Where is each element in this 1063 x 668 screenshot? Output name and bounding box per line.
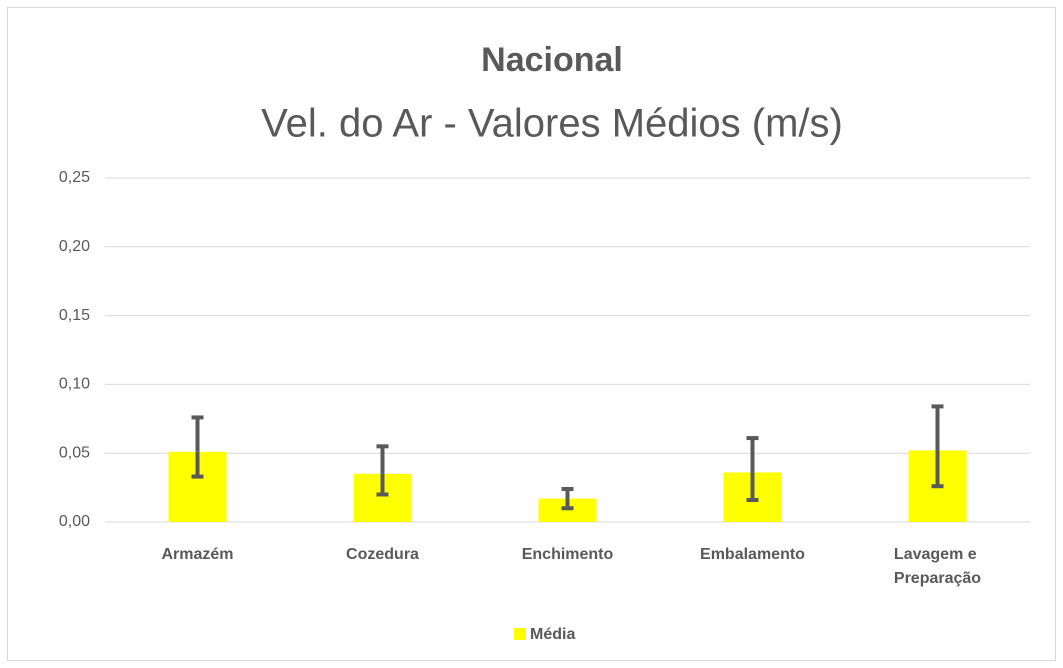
x-tick-label: Lavagem e Preparação [894,546,981,587]
y-tick-label: 0,25 [59,169,90,186]
y-tick-label: 0,20 [59,238,90,255]
y-tick-label: 0,10 [59,376,90,393]
y-tick-label: 0,05 [59,444,90,461]
x-tick-label: Enchimento [522,546,614,563]
bar [538,498,597,522]
y-tick-label: 0,00 [59,513,90,530]
legend-label: Média [530,626,575,643]
x-tick-label: Cozedura [346,546,419,563]
legend-swatch [514,628,526,640]
x-tick-label: Armazém [161,546,233,563]
chart-subtitle: Vel. do Ar - Valores Médios (m/s) [261,102,843,146]
y-tick-label: 0,15 [59,307,90,324]
chart-border [7,7,1056,661]
x-tick-label: Embalamento [700,546,805,563]
chart-title: Nacional [481,41,623,79]
